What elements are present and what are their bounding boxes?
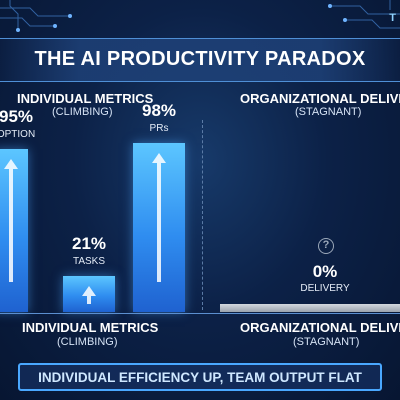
bar-value-label: 98% — [141, 101, 177, 120]
circuit-pattern — [0, 0, 400, 32]
footer-separator — [0, 313, 400, 314]
question-icon: ? — [318, 238, 334, 254]
bar-prs — [133, 143, 185, 312]
bar-value-label: 0% — [312, 262, 338, 281]
bar-option — [0, 149, 28, 312]
left-footer-header: INDIVIDUAL METRICS — [22, 320, 159, 335]
corner-tag: T — [389, 12, 396, 24]
bar-value-label: 21% — [71, 234, 107, 253]
bar-tasks — [63, 276, 115, 312]
up-arrow-icon — [82, 286, 96, 304]
bar-value-label: 95% — [0, 107, 34, 126]
left-section-header: INDIVIDUAL METRICS — [17, 91, 154, 106]
title-band — [0, 38, 400, 82]
page-title: THE AI PRODUCTIVITY PARADOX — [34, 48, 366, 70]
summary-banner: INDIVIDUAL EFFICIENCY UP, TEAM OUTPUT FL… — [18, 363, 382, 391]
bar-caption-label: TASKS — [72, 256, 106, 267]
up-arrow-icon — [152, 153, 166, 282]
right-footer-header: ORGANIZATIONAL DELIVER — [240, 320, 400, 335]
up-arrow-icon — [4, 159, 18, 282]
bar-caption-label: PRs — [149, 123, 169, 134]
bar-delivery — [220, 304, 400, 312]
right-footer-subtitle: (STAGNANT) — [293, 336, 360, 348]
left-section-subtitle: (CLIMBING) — [52, 106, 113, 118]
left-footer-subtitle: (CLIMBING) — [57, 336, 118, 348]
bar-caption-label: DELIVERY — [300, 283, 350, 294]
right-section-subtitle: (STAGNANT) — [295, 106, 362, 118]
bar-caption-label: OPTION — [0, 129, 36, 140]
right-section-header: ORGANIZATIONAL DELIVER — [240, 91, 400, 106]
section-divider — [202, 120, 203, 310]
